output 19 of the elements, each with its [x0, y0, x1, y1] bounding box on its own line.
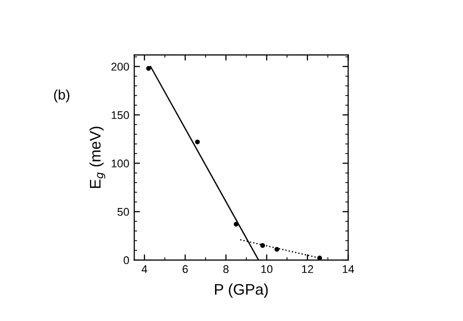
y-tick-label: 100 [112, 160, 129, 168]
point [234, 222, 239, 227]
x-tick-label: 12 [302, 265, 314, 273]
x-axis-title: P (GPa) [215, 284, 268, 298]
y-axis-title: E$_{g}$ (meV) [89, 126, 106, 188]
y-tick-label: 150 [112, 111, 129, 120]
x-tick-label: 8 [223, 265, 229, 274]
x-tick-label: 6 [182, 265, 188, 274]
point [274, 246, 280, 252]
y-tick-label: 200 [111, 62, 129, 71]
point [195, 140, 200, 144]
x-tick-label: 10 [261, 265, 272, 274]
point [260, 243, 266, 248]
point [146, 66, 151, 71]
y-tick-label: 50 [117, 208, 129, 216]
text: (b) [54, 89, 70, 102]
x-tick-label: 14 [342, 265, 354, 273]
y-tick-label: 0 [124, 256, 129, 264]
x-tick-label: 4 [142, 265, 148, 273]
